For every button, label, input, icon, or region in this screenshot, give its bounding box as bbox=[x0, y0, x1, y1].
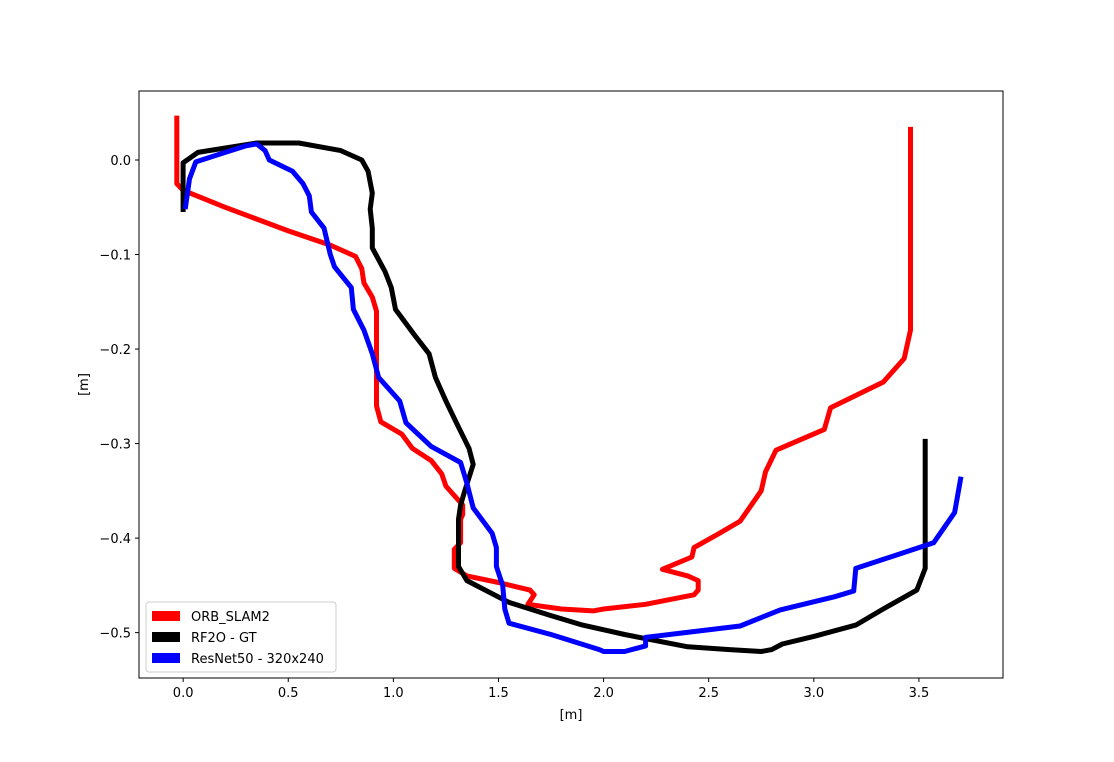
legend-swatch-rf2o-gt bbox=[152, 632, 180, 642]
y-tick-label: −0.2 bbox=[99, 343, 131, 358]
legend: ORB_SLAM2 RF2O - GT ResNet50 - 320x240 bbox=[145, 601, 337, 673]
y-tick-label: −0.4 bbox=[99, 532, 131, 547]
y-tick-label: −0.5 bbox=[99, 627, 131, 642]
series-line-rf2o-gt bbox=[180, 140, 928, 654]
x-tick-label: 1.0 bbox=[383, 686, 404, 701]
plot-area-frame bbox=[138, 90, 1004, 679]
x-tick-label: 3.5 bbox=[909, 686, 930, 701]
legend-label-rf2o-gt: RF2O - GT bbox=[191, 631, 257, 646]
legend-box bbox=[145, 601, 337, 673]
x-tick-label: 0.0 bbox=[173, 686, 194, 701]
x-axis-label: [m] bbox=[560, 708, 583, 723]
x-tick-label: 3.0 bbox=[803, 686, 824, 701]
series-line-orb-slam2 bbox=[174, 115, 913, 614]
y-axis-ticks: 0.0 −0.1 −0.2 −0.3 −0.4 −0.5 bbox=[99, 154, 139, 642]
y-tick-label: −0.3 bbox=[99, 438, 131, 453]
x-tick-label: 2.0 bbox=[593, 686, 614, 701]
legend-label-resnet50: ResNet50 - 320x240 bbox=[191, 652, 324, 667]
y-axis-label: [m] bbox=[77, 373, 92, 396]
x-tick-label: 0.5 bbox=[278, 686, 299, 701]
legend-label-orb-slam2: ORB_SLAM2 bbox=[191, 610, 270, 625]
y-tick-label: 0.0 bbox=[110, 154, 131, 169]
x-tick-label: 1.5 bbox=[488, 686, 509, 701]
legend-swatch-resnet50 bbox=[152, 653, 180, 663]
x-tick-label: 2.5 bbox=[698, 686, 719, 701]
series-layer bbox=[174, 115, 964, 654]
legend-swatch-orb-slam2 bbox=[152, 611, 180, 621]
series-line-resnet50-320x240 bbox=[182, 141, 964, 654]
x-axis-ticks: 0.0 0.5 1.0 1.5 2.0 2.5 3.0 3.5 bbox=[173, 678, 929, 701]
y-tick-label: −0.1 bbox=[99, 249, 131, 264]
